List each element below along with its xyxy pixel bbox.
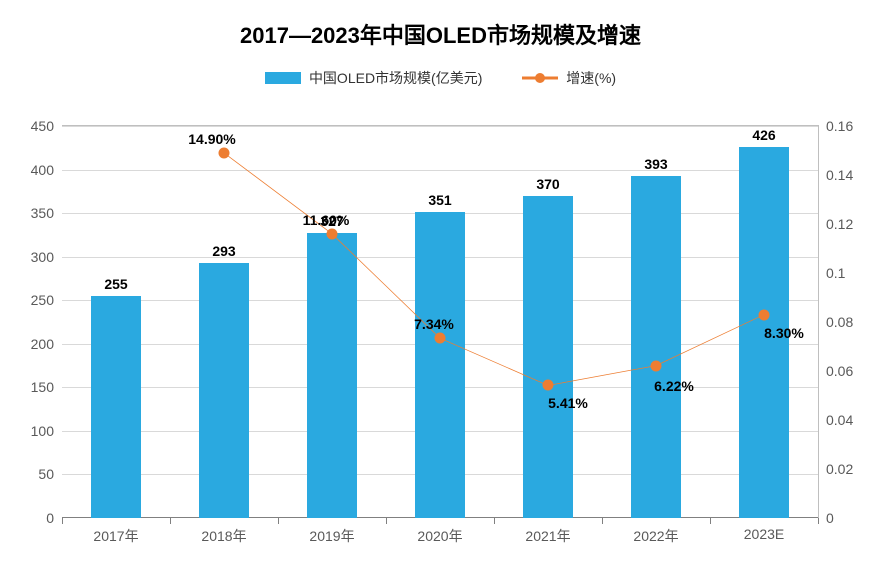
x-tick-label: 2022年 [633, 518, 678, 546]
line-marker [327, 228, 338, 239]
y-left-tick: 100 [31, 423, 62, 439]
legend-label-line: 增速(%) [566, 68, 616, 88]
legend-item-bars: 中国OLED市场规模(亿美元) [265, 68, 482, 88]
y-left-tick: 450 [31, 118, 62, 134]
line-marker [759, 309, 770, 320]
y-right-tick: 0.06 [818, 363, 853, 379]
line-marker [543, 380, 554, 391]
x-tick-mark [170, 518, 171, 524]
line-marker [651, 360, 662, 371]
y-right-tick: 0.04 [818, 412, 853, 428]
y-right-tick: 0.14 [818, 167, 853, 183]
y-left-tick: 250 [31, 292, 62, 308]
y-right-tick: 0 [818, 510, 834, 526]
y-left-tick: 400 [31, 162, 62, 178]
legend-item-line: 增速(%) [522, 68, 616, 88]
x-tick-label: 2017年 [93, 518, 138, 546]
line-value-label: 5.41% [548, 395, 588, 411]
x-tick-mark [710, 518, 711, 524]
legend-swatch-bar [265, 72, 301, 84]
y-left-tick: 0 [46, 510, 62, 526]
chart-container: 2017—2023年中国OLED市场规模及增速 中国OLED市场规模(亿美元) … [0, 0, 881, 573]
line-value-label: 8.30% [764, 325, 804, 341]
x-tick-mark [602, 518, 603, 524]
x-tick-label: 2018年 [201, 518, 246, 546]
legend-label-bars: 中国OLED市场规模(亿美元) [309, 68, 482, 88]
x-tick-mark [62, 518, 63, 524]
x-tick-label: 2023E [744, 518, 784, 542]
y-left-tick: 50 [38, 466, 62, 482]
line-value-label: 6.22% [654, 378, 694, 394]
x-tick-mark [494, 518, 495, 524]
plot-area: 05010015020025030035040045000.020.040.06… [62, 125, 819, 518]
x-tick-mark [818, 518, 819, 524]
x-tick-label: 2019年 [309, 518, 354, 546]
x-tick-mark [278, 518, 279, 524]
x-tick-label: 2020年 [417, 518, 462, 546]
y-right-tick: 0.02 [818, 461, 853, 477]
x-tick-mark [386, 518, 387, 524]
line-marker [435, 333, 446, 344]
y-right-tick: 0.12 [818, 216, 853, 232]
y-left-tick: 350 [31, 205, 62, 221]
y-right-tick: 0.1 [818, 265, 845, 281]
legend-swatch-line [522, 72, 558, 84]
line-value-label: 11.60% [303, 212, 350, 228]
line-value-label: 14.90% [188, 131, 235, 147]
y-right-tick: 0.16 [818, 118, 853, 134]
y-right-tick: 0.08 [818, 314, 853, 330]
y-left-tick: 200 [31, 336, 62, 352]
y-left-tick: 150 [31, 379, 62, 395]
chart-legend: 中国OLED市场规模(亿美元) 增速(%) [0, 68, 881, 88]
line-value-label: 7.34% [414, 316, 454, 332]
chart-title: 2017—2023年中国OLED市场规模及增速 [0, 18, 881, 50]
y-left-tick: 300 [31, 249, 62, 265]
x-tick-label: 2021年 [525, 518, 570, 546]
line-marker [219, 147, 230, 158]
